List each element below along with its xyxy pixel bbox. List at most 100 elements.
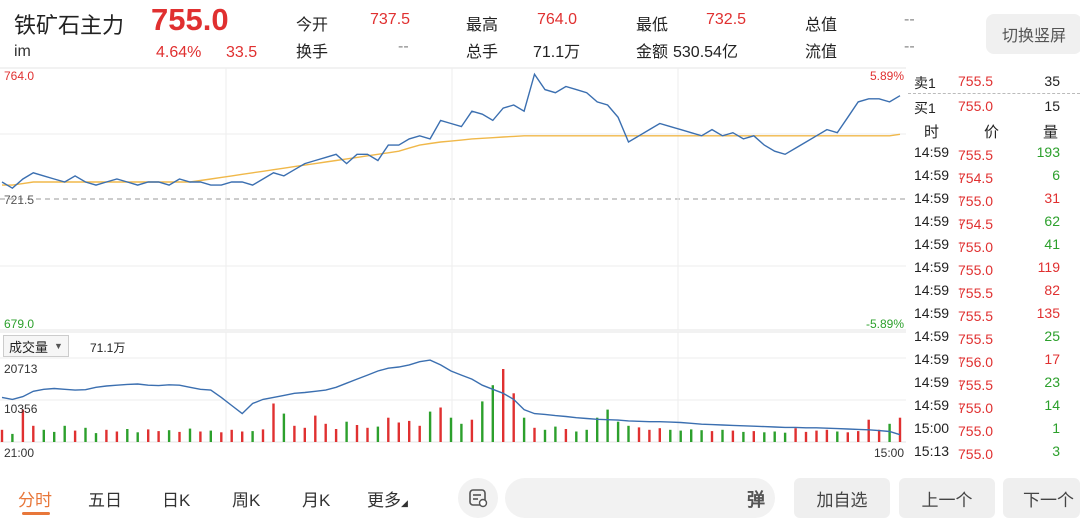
- tick-row: 14:59 755.5 ↑ 82: [914, 282, 1060, 301]
- volume-bar: [334, 429, 338, 442]
- ask-volume: 35: [1044, 73, 1060, 89]
- tick-arrow: ↓: [958, 170, 964, 182]
- volume-bar: [418, 425, 421, 442]
- volume-bar: [898, 417, 902, 442]
- stat-open: 今开: [296, 17, 329, 34]
- ask-row: 卖1 755.5 35: [908, 70, 1080, 92]
- stat-amount: 金额: [636, 44, 669, 61]
- volume-bar: [690, 429, 693, 442]
- volume-bar: [731, 430, 735, 442]
- volume-indicator-label: 成交量: [9, 339, 49, 355]
- volume-bar: [564, 429, 568, 442]
- tick-time: 14:59: [914, 213, 950, 229]
- volume-bar: [94, 433, 98, 442]
- volume-bar: [147, 429, 150, 442]
- stat-amount-value: 530.54亿: [673, 44, 738, 61]
- switch-portrait-button[interactable]: 切换竖屏: [986, 14, 1080, 54]
- tick-volume: 135: [1036, 305, 1060, 321]
- tick-row: 14:59 755.5 193: [914, 144, 1060, 163]
- stat-low-value: 732.5: [706, 11, 747, 28]
- stat-total-hands-value: 71.1万: [533, 44, 581, 61]
- volume-bar: [230, 429, 233, 442]
- tick-row: 14:59 755.5 ↓ 23: [914, 374, 1060, 393]
- volume-bar: [115, 431, 119, 442]
- volume-bar: [199, 431, 202, 442]
- tick-volume: 23: [1044, 374, 1060, 390]
- caret-down-icon: ▼: [54, 341, 63, 351]
- volume-bar: [763, 432, 766, 442]
- tick-row: 15:00 755.0 1: [914, 420, 1060, 439]
- volume-bar: [209, 430, 212, 442]
- tab-weekly-k[interactable]: 周K: [232, 491, 261, 510]
- tick-row: 14:59 755.0 ↑ 41: [914, 236, 1060, 255]
- volume-bar: [261, 429, 265, 442]
- volume-bar: [73, 430, 77, 442]
- last-price: 755.0: [151, 2, 229, 37]
- volume-bar: [355, 425, 359, 442]
- volume-bar: [857, 431, 860, 442]
- tick-time: 14:59: [914, 190, 950, 206]
- tick-volume: 62: [1044, 213, 1060, 229]
- change-value: 33.5: [226, 44, 258, 61]
- pct-bottom-label: -5.89%: [865, 317, 904, 331]
- volume-bar: [53, 431, 56, 442]
- add-watchlist-button[interactable]: 加自选: [794, 478, 890, 518]
- volume-bar: [11, 433, 14, 442]
- tick-time: 14:59: [914, 374, 950, 390]
- quote-header: 铁矿石主力 755.0 im 4.64% 33.5 今开 737.5 最高 76…: [0, 0, 1080, 66]
- volume-bar: [324, 423, 327, 442]
- instrument-name: 铁矿石主力: [14, 13, 125, 38]
- volume-bar: [627, 425, 630, 442]
- volume-bar: [21, 409, 25, 442]
- bid-volume: 15: [1044, 98, 1060, 114]
- tick-volume: 119: [1037, 259, 1060, 275]
- y-mid-label: 721.5: [4, 193, 35, 207]
- volume-bar: [888, 423, 891, 442]
- volume-bar: [42, 429, 45, 442]
- tick-arrow: ↑: [958, 193, 964, 205]
- volume-indicator-select[interactable]: 成交量 ▼: [3, 335, 69, 357]
- volume-bar: [470, 419, 474, 442]
- tick-time: 15:13: [914, 443, 950, 459]
- volume-bar: [397, 422, 400, 442]
- tick-row: 14:59 755.5 135: [914, 305, 1060, 324]
- volume-bar: [460, 423, 463, 442]
- tick-arrow: ↑: [958, 285, 964, 297]
- stat-total-hands: 总手: [466, 44, 499, 61]
- tab-five-day[interactable]: 五日: [88, 491, 122, 510]
- next-instrument-button[interactable]: 下一个: [1003, 478, 1080, 518]
- tab-more[interactable]: 更多◢: [367, 491, 408, 510]
- vol-max-label: 20713: [4, 362, 38, 376]
- ticks-header: 时 价 量: [908, 118, 1080, 141]
- tick-time: 14:59: [914, 236, 950, 252]
- tick-arrow: ↓: [958, 216, 964, 228]
- volume-total: 71.1万: [90, 341, 126, 355]
- danmu-settings-button[interactable]: [458, 478, 498, 518]
- tick-arrow: ↑: [958, 354, 964, 366]
- time-end-label: 15:00: [873, 446, 904, 460]
- tick-volume: 31: [1044, 190, 1060, 206]
- tick-volume: 82: [1044, 282, 1060, 298]
- bid-price: 755.0: [958, 98, 994, 114]
- stat-turnover: 换手: [296, 44, 329, 61]
- tick-time: 14:59: [914, 144, 950, 160]
- volume-bar: [679, 430, 682, 442]
- tab-daily-k[interactable]: 日K: [162, 491, 191, 510]
- tab-intraday[interactable]: 分时: [18, 491, 52, 510]
- volume-bar: [0, 429, 4, 442]
- volume-bar: [867, 419, 870, 442]
- tick-volume: 25: [1044, 328, 1060, 344]
- tick-time: 14:59: [914, 259, 950, 275]
- more-corner-icon: ◢: [401, 498, 408, 508]
- tick-arrow: ↓: [958, 377, 964, 389]
- stat-total-value-value: --: [904, 11, 915, 28]
- danmu-input[interactable]: 弹: [505, 478, 775, 518]
- tick-volume: 193: [1036, 144, 1060, 160]
- danmu-toggle[interactable]: 弹: [747, 490, 765, 510]
- stat-turnover-value: --: [398, 38, 409, 55]
- tick-volume: 17: [1044, 351, 1060, 367]
- prev-instrument-button[interactable]: 上一个: [899, 478, 995, 518]
- intraday-chart[interactable]: 764.0 721.5 679.0 5.89% -5.89% 成交量 ▼ 71.…: [0, 66, 906, 464]
- bid-row: 买1 755.0 15: [908, 95, 1080, 117]
- tab-monthly-k[interactable]: 月K: [302, 491, 331, 510]
